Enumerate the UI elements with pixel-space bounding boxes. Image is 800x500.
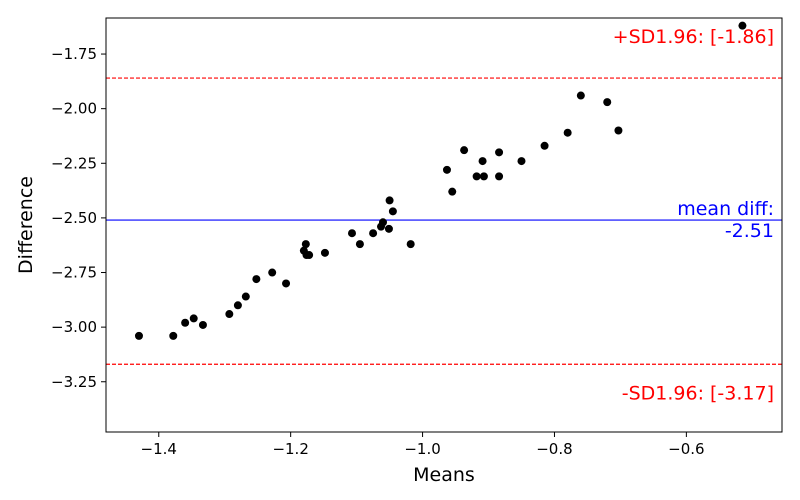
- y-tick-label: −2.50: [51, 209, 97, 227]
- data-point: [385, 196, 394, 205]
- data-point: [225, 310, 234, 319]
- data-point: [384, 224, 393, 233]
- y-axis: −1.75 −2.00 −2.25 −2.50 −2.75 −3.00 −3.25: [51, 45, 106, 391]
- data-point: [540, 141, 549, 150]
- y-tick-label: −2.25: [51, 154, 97, 172]
- mean-diff-label: mean diff:: [677, 198, 774, 220]
- data-point: [301, 240, 310, 249]
- data-point: [282, 279, 291, 288]
- data-point: [305, 251, 314, 260]
- x-tick-label: −0.8: [536, 440, 572, 458]
- x-tick-label: −1.4: [141, 440, 177, 458]
- data-point: [448, 187, 457, 196]
- data-point: [369, 229, 378, 238]
- data-point: [460, 146, 469, 155]
- data-point: [189, 314, 198, 323]
- y-tick-label: −3.25: [51, 373, 97, 391]
- y-tick-label: −2.00: [51, 100, 97, 118]
- data-point: [268, 268, 277, 277]
- data-point: [378, 218, 387, 227]
- y-tick-label: −3.00: [51, 318, 97, 336]
- reference-lines: [106, 77, 782, 365]
- data-point: [517, 157, 526, 166]
- data-point: [576, 91, 585, 100]
- data-point: [252, 275, 261, 284]
- data-points: [134, 21, 747, 340]
- y-tick-label: −1.75: [51, 45, 97, 63]
- data-point: [355, 240, 364, 249]
- x-axis-title: Means: [413, 464, 475, 486]
- data-point: [241, 292, 250, 301]
- data-point: [479, 172, 488, 181]
- lower-limit-label: -SD1.96: [-3.17]: [622, 382, 774, 404]
- data-point: [738, 21, 747, 30]
- data-point: [181, 318, 190, 327]
- data-point: [347, 229, 356, 238]
- upper-limit-label: +SD1.96: [-1.86]: [613, 26, 774, 48]
- x-tick-label: −1.0: [404, 440, 440, 458]
- data-point: [134, 331, 143, 340]
- data-point: [233, 301, 242, 310]
- mean-diff-value: -2.51: [725, 220, 774, 242]
- data-point: [472, 172, 481, 181]
- data-point: [320, 248, 329, 257]
- data-point: [603, 98, 612, 107]
- y-axis-title: Difference: [15, 176, 37, 274]
- x-axis: −1.4 −1.2 −1.0 −0.8 −0.6: [141, 432, 705, 458]
- data-point: [614, 126, 623, 135]
- data-point: [406, 240, 415, 249]
- data-point: [563, 128, 572, 137]
- data-point: [495, 148, 504, 157]
- y-tick-label: −2.75: [51, 264, 97, 282]
- data-point: [169, 331, 178, 340]
- x-tick-label: −0.6: [668, 440, 704, 458]
- plot-frame: [105, 17, 783, 433]
- data-point: [495, 172, 504, 181]
- data-point: [478, 157, 487, 166]
- data-point: [442, 165, 451, 174]
- x-tick-label: −1.2: [272, 440, 308, 458]
- data-point: [198, 320, 207, 329]
- data-point: [388, 207, 397, 216]
